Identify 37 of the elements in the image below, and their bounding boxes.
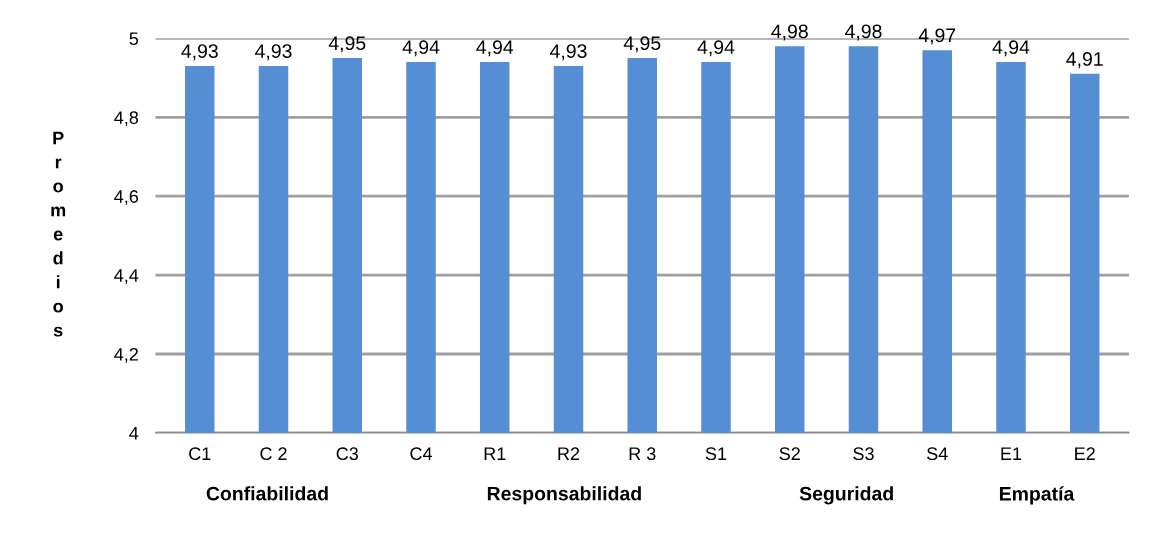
text: Promedios [51, 131, 66, 337]
x-tick-label: S1 [705, 447, 727, 461]
x-tick-label: C3 [336, 447, 359, 461]
y-tick-label: 4,2 [114, 347, 138, 363]
data-label: 4,94 [992, 40, 1030, 57]
data-label: 4,93 [181, 44, 218, 61]
y-tick-label: 4,4 [114, 269, 139, 284]
x-tick-label: C4 [410, 447, 433, 461]
y-tick-label: 4,8 [114, 111, 139, 127]
x-tick-label: S4 [927, 447, 948, 461]
data-label: 4,94 [402, 40, 440, 57]
x-tick-label: R 3 [629, 447, 656, 461]
data-label: 4,94 [476, 40, 514, 57]
data-label: 4,95 [328, 36, 366, 53]
data-label: 4,93 [550, 44, 587, 61]
text: Seguridad [799, 486, 893, 505]
y-tick-label: 4,6 [114, 190, 139, 206]
x-tick-label: E2 [1075, 447, 1095, 460]
data-label: 4,93 [255, 44, 292, 61]
x-tick-label: S3 [853, 447, 874, 461]
x-tick-label: C 2 [260, 447, 287, 461]
text: Responsabilidad [487, 486, 641, 505]
y-tick-label: 4 [129, 427, 139, 440]
data-label: 4,97 [918, 28, 956, 45]
data-label: 4,91 [1066, 52, 1103, 69]
data-label: 4,98 [845, 24, 882, 41]
data-label: 4,98 [771, 24, 808, 41]
x-tick-label: R1 [484, 447, 506, 460]
y-tick-label: 5 [129, 32, 139, 46]
data-label: 4,94 [697, 40, 735, 57]
x-tick-label: S2 [779, 447, 800, 461]
text: Empatía [999, 486, 1075, 505]
text: Confiabilidad [206, 486, 328, 501]
x-tick-label: R2 [558, 447, 580, 460]
data-label: 4,95 [623, 36, 661, 53]
x-tick-label: C1 [189, 447, 211, 461]
x-tick-label: E1 [1001, 447, 1022, 460]
